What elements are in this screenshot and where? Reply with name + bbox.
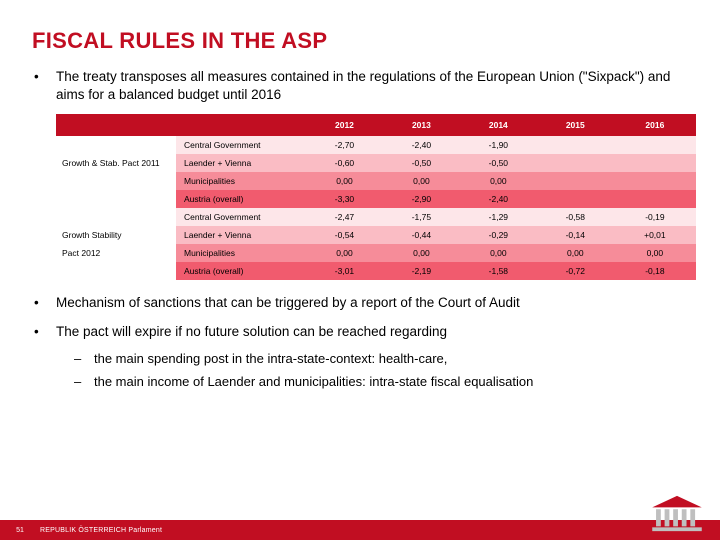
bullet-dot: •: [32, 68, 56, 104]
header-year-4: 2016: [614, 114, 696, 136]
group-label-cell: Pact 2012: [56, 244, 176, 262]
value-cell: -2,70: [306, 136, 383, 154]
value-cell: 0,00: [460, 244, 537, 262]
value-cell: -0,60: [306, 154, 383, 172]
header-year-0: 2012: [306, 114, 383, 136]
sub-dash: –: [74, 351, 94, 368]
bullet-2: • Mechanism of sanctions that can be tri…: [32, 294, 688, 312]
page-number: 51: [0, 527, 40, 534]
group-label-cell: [56, 136, 176, 154]
header-blank-2: [176, 114, 306, 136]
value-cell: [614, 172, 696, 190]
value-cell: [614, 154, 696, 172]
value-cell: -0,19: [614, 208, 696, 226]
table-row: Austria (overall)-3,30-2,90-2,40: [56, 190, 696, 208]
value-cell: -2,19: [383, 262, 460, 280]
value-cell: 0,00: [306, 244, 383, 262]
row-label-cell: Central Government: [176, 136, 306, 154]
row-label-cell: Laender + Vienna: [176, 226, 306, 244]
value-cell: -3,30: [306, 190, 383, 208]
group-label-cell: Growth & Stab. Pact 2011: [56, 154, 176, 172]
group-label-cell: Growth Stability: [56, 226, 176, 244]
table-row: Central Government-2,47-1,75-1,29-0,58-0…: [56, 208, 696, 226]
row-label-cell: Municipalities: [176, 244, 306, 262]
bullet-1: • The treaty transposes all measures con…: [32, 68, 688, 104]
value-cell: 0,00: [460, 172, 537, 190]
row-label-cell: Municipalities: [176, 172, 306, 190]
row-label-cell: Laender + Vienna: [176, 154, 306, 172]
table-row: Municipalities0,000,000,00: [56, 172, 696, 190]
sub-dash: –: [74, 374, 94, 391]
group-label-cell: [56, 262, 176, 280]
value-cell: -3,01: [306, 262, 383, 280]
bullet-dot: •: [32, 294, 56, 312]
header-year-3: 2015: [537, 114, 614, 136]
sub-1-text: the main spending post in the intra-stat…: [94, 351, 688, 368]
value-cell: -0,54: [306, 226, 383, 244]
value-cell: -0,29: [460, 226, 537, 244]
table-row: Central Government-2,70-2,40-1,90: [56, 136, 696, 154]
sub-bullet-2: – the main income of Laender and municip…: [74, 374, 688, 391]
value-cell: -2,40: [383, 136, 460, 154]
value-cell: -1,75: [383, 208, 460, 226]
row-label-cell: Central Government: [176, 208, 306, 226]
header-year-2: 2014: [460, 114, 537, 136]
value-cell: 0,00: [537, 244, 614, 262]
value-cell: -1,58: [460, 262, 537, 280]
bullet-3-text: The pact will expire if no future soluti…: [56, 323, 688, 341]
value-cell: -0,44: [383, 226, 460, 244]
value-cell: [614, 136, 696, 154]
value-cell: -2,47: [306, 208, 383, 226]
value-cell: +0,01: [614, 226, 696, 244]
value-cell: -0,18: [614, 262, 696, 280]
fiscal-table-wrap: 2012 2013 2014 2015 2016 Central Governm…: [56, 114, 688, 280]
value-cell: 0,00: [306, 172, 383, 190]
footer-org: REPUBLIK ÖSTERREICH Parlament: [40, 527, 162, 534]
group-label-cell: [56, 172, 176, 190]
value-cell: 0,00: [614, 244, 696, 262]
value-cell: -1,29: [460, 208, 537, 226]
value-cell: 0,00: [383, 172, 460, 190]
table-row: Growth StabilityLaender + Vienna-0,54-0,…: [56, 226, 696, 244]
value-cell: [537, 154, 614, 172]
value-cell: 0,00: [383, 244, 460, 262]
header-year-1: 2013: [383, 114, 460, 136]
row-label-cell: Austria (overall): [176, 190, 306, 208]
bullet-3: • The pact will expire if no future solu…: [32, 323, 688, 341]
parliament-logo-icon: [648, 494, 706, 534]
value-cell: [537, 172, 614, 190]
group-label-cell: [56, 208, 176, 226]
row-label-cell: Austria (overall): [176, 262, 306, 280]
bullet-dot: •: [32, 323, 56, 341]
table-row: Growth & Stab. Pact 2011Laender + Vienna…: [56, 154, 696, 172]
group-label-cell: [56, 190, 176, 208]
value-cell: [614, 190, 696, 208]
value-cell: -1,90: [460, 136, 537, 154]
value-cell: -0,50: [460, 154, 537, 172]
value-cell: -2,40: [460, 190, 537, 208]
header-blank-1: [56, 114, 176, 136]
value-cell: -0,50: [383, 154, 460, 172]
bullet-1-text: The treaty transposes all measures conta…: [56, 68, 688, 104]
table-header-row: 2012 2013 2014 2015 2016: [56, 114, 696, 136]
value-cell: -0,58: [537, 208, 614, 226]
value-cell: -0,14: [537, 226, 614, 244]
value-cell: [537, 136, 614, 154]
table-row: Pact 2012Municipalities0,000,000,000,000…: [56, 244, 696, 262]
value-cell: -2,90: [383, 190, 460, 208]
sub-bullet-1: – the main spending post in the intra-st…: [74, 351, 688, 368]
bullet-2-text: Mechanism of sanctions that can be trigg…: [56, 294, 688, 312]
fiscal-table: 2012 2013 2014 2015 2016 Central Governm…: [56, 114, 696, 280]
table-row: Austria (overall)-3,01-2,19-1,58-0,72-0,…: [56, 262, 696, 280]
value-cell: -0,72: [537, 262, 614, 280]
footer-bar: 51 REPUBLIK ÖSTERREICH Parlament: [0, 520, 720, 540]
value-cell: [537, 190, 614, 208]
sub-2-text: the main income of Laender and municipal…: [94, 374, 688, 391]
slide-title: FISCAL RULES IN THE ASP: [32, 28, 688, 54]
